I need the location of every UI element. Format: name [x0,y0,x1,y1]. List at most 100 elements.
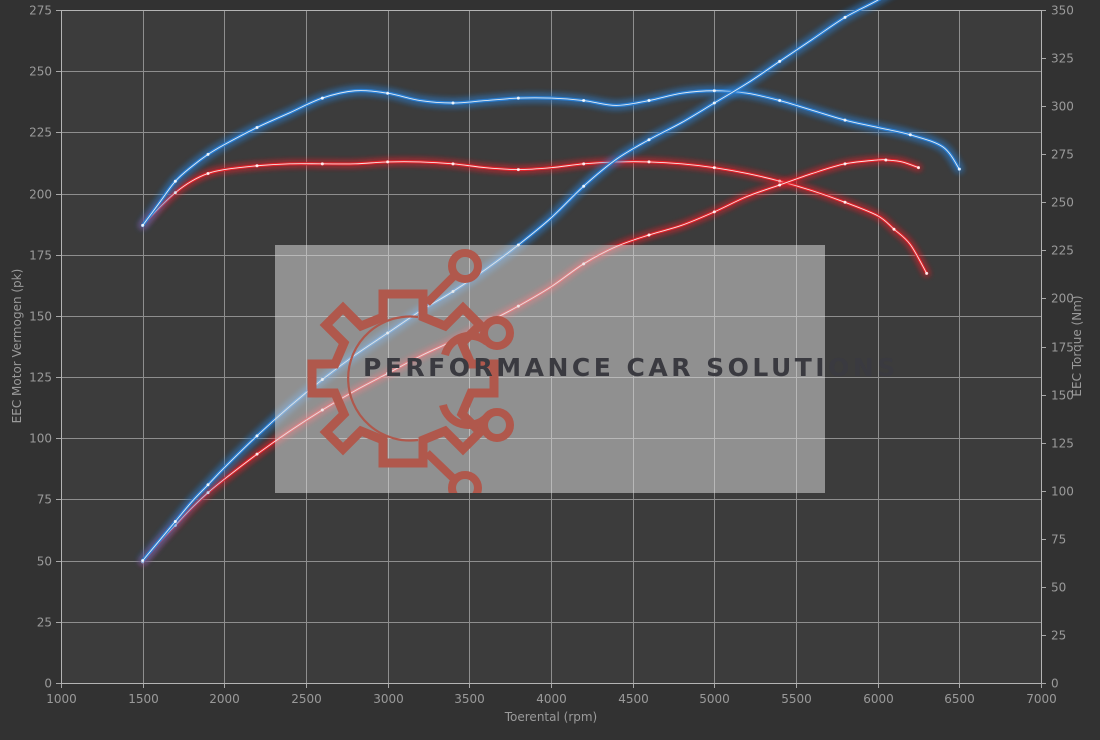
y2-tick-label: 150 [1051,389,1074,403]
y2-axis-title: EEC Torque (Nm) [1070,295,1084,396]
x-tick-label: 6500 [944,692,975,706]
x-tick-label: 5500 [781,692,812,706]
data-point-marker [173,191,177,195]
data-point-marker [843,15,847,19]
x-tick-label: 1500 [128,692,159,706]
data-point-marker [386,91,390,95]
y2-tick-label: 225 [1051,244,1074,258]
data-point-marker [647,138,651,142]
x-tick-label: 4500 [618,692,649,706]
data-point-marker [386,371,390,375]
data-point-marker [925,271,929,275]
data-point-marker [173,179,177,183]
y-tick-label: 0 [44,677,52,691]
data-point-marker [173,519,177,523]
x-tick-label: 1000 [46,692,77,706]
y2-tick-label: 300 [1051,100,1074,114]
data-point-marker [908,133,912,137]
y2-tick-label: 200 [1051,292,1074,306]
x-tick-label: 6000 [863,692,894,706]
series-0 [139,158,930,277]
data-point-marker [843,200,847,204]
y2-tick-label: 125 [1051,437,1074,451]
data-point-marker [206,171,210,175]
x-tick-label: 3000 [373,692,404,706]
y-tick-label: 75 [37,493,52,507]
y-tick-label: 200 [29,188,52,202]
data-point-marker [451,162,455,166]
series-3 [139,0,886,565]
data-point-marker [255,434,259,438]
data-point-marker [206,152,210,156]
data-point-marker [957,167,961,171]
data-point-marker [582,262,586,266]
data-point-marker [778,59,782,63]
y-tick-label: 275 [29,4,52,18]
data-point-marker [582,162,586,166]
data-point-marker [647,160,651,164]
y2-tick-label: 100 [1051,485,1074,499]
x-tick-label: 2500 [291,692,322,706]
axis-tick-labels: 0 25 50 75 100 125 150 175 200 225 250 275 0 25 50 75 10… [29,4,1074,707]
y-tick-label: 175 [29,249,52,263]
y2-tick-label: 0 [1051,677,1059,691]
y-tick-label: 50 [37,555,52,569]
series-1 [139,87,963,229]
y2-tick-label: 350 [1051,4,1074,18]
data-point-marker [516,243,520,247]
data-point-marker [320,96,324,100]
data-point-marker [647,99,651,103]
data-point-marker [320,162,324,166]
y-axis-title: EEC Motor Vermogen (pk) [10,269,24,424]
y2-tick-label: 325 [1051,52,1074,66]
x-tick-label: 7000 [1026,692,1057,706]
x-axis-title: Toerental (rpm) [504,710,597,724]
x-tick-label: 5000 [699,692,730,706]
data-point-marker [712,166,716,170]
data-point-marker [386,160,390,164]
x-tick-label: 3500 [454,692,485,706]
data-point-marker [778,99,782,103]
data-point-marker [320,408,324,412]
y2-tick-label: 275 [1051,148,1074,162]
data-point-marker [892,227,896,231]
data-point-marker [255,164,259,168]
data-point-marker [516,304,520,308]
data-point-marker [451,289,455,293]
data-point-marker [516,168,520,172]
data-point-marker [255,452,259,456]
data-point-marker [320,378,324,382]
y-tick-label: 100 [29,432,52,446]
data-point-marker [451,339,455,343]
data-point-marker [582,184,586,188]
data-point-marker [141,223,145,227]
y-tick-label: 125 [29,371,52,385]
data-point-marker [917,166,920,170]
y-tick-label: 250 [29,65,52,79]
y2-tick-label: 250 [1051,196,1074,210]
data-point-marker [451,101,455,105]
data-point-marker [712,210,716,214]
y2-tick-label: 25 [1051,629,1066,643]
x-tick-label: 4000 [536,692,567,706]
y2-tick-label: 75 [1051,533,1066,547]
data-point-marker [778,183,782,187]
y-tick-label: 150 [29,310,52,324]
data-point-marker [206,483,210,487]
y-tick-label: 25 [37,616,52,630]
data-point-marker [582,99,586,103]
data-point-marker [884,158,888,162]
data-point-marker [386,331,390,335]
data-point-marker [206,491,210,495]
data-point-marker [712,89,716,93]
data-point-marker [516,96,520,100]
x-tick-label: 2000 [209,692,240,706]
y-tick-label: 225 [29,126,52,140]
data-point-marker [843,162,847,166]
data-point-marker [647,233,651,237]
data-point-marker [141,559,145,563]
data-point-marker [255,125,259,129]
data-point-marker [843,118,847,122]
